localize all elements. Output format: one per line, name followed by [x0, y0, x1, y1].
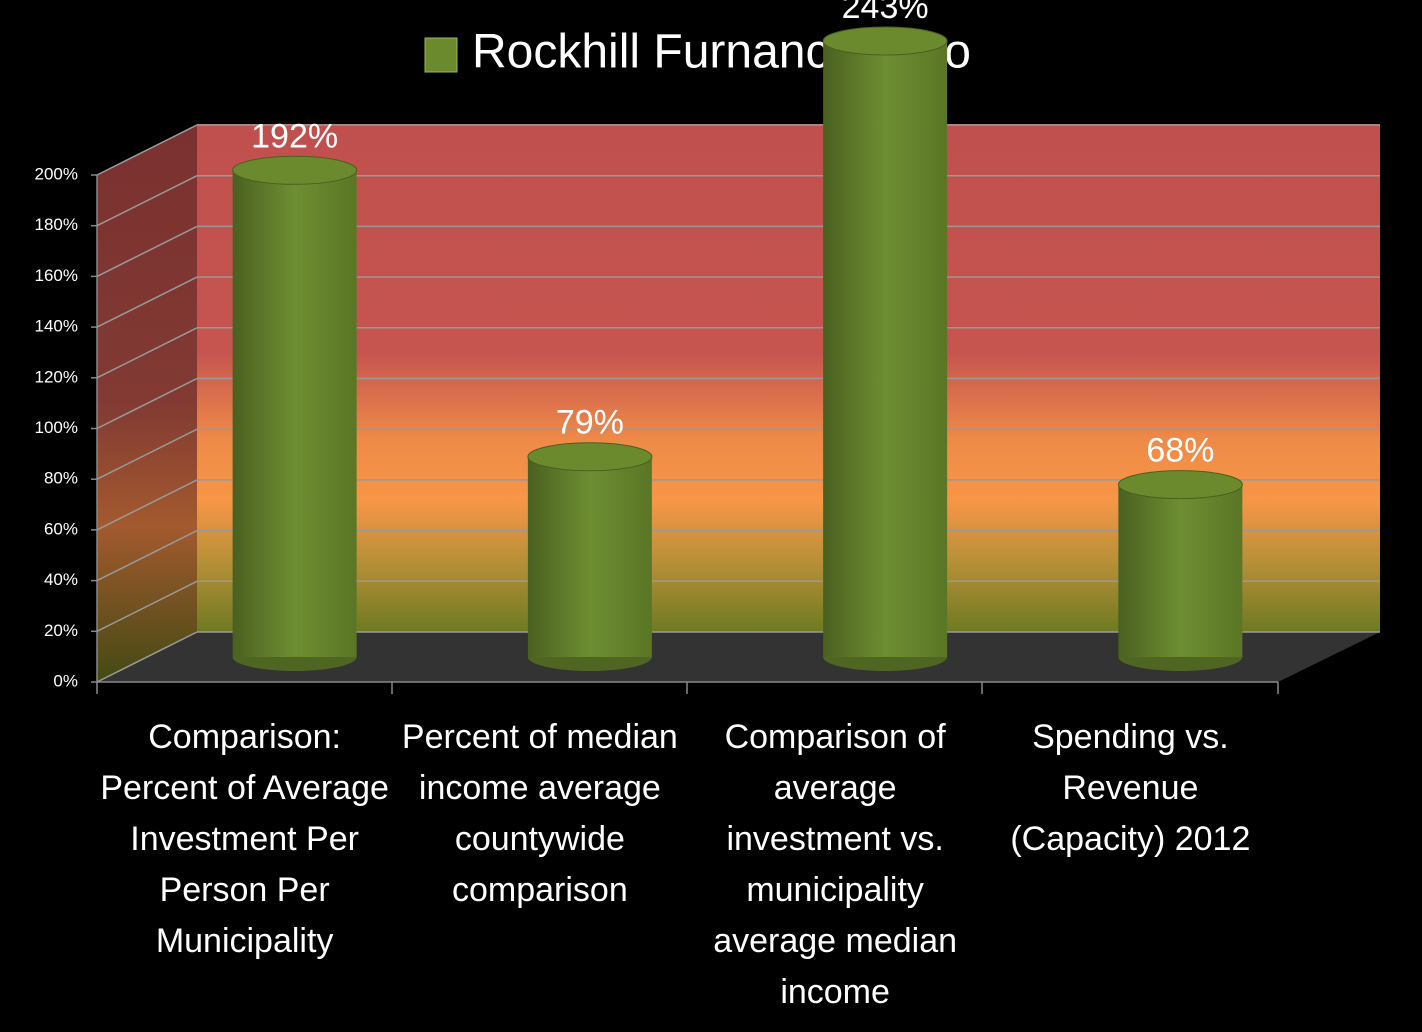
cylinder-top: [232, 155, 358, 185]
category-ticks: [96, 682, 1279, 694]
grid-line: [96, 377, 198, 430]
y-tick-label: 0%: [53, 671, 78, 690]
bar: [527, 456, 652, 657]
cylinder: [1117, 470, 1243, 671]
value-label: 68%: [1146, 432, 1214, 470]
y-tick-label: 60%: [44, 519, 78, 538]
grid-line: [96, 529, 198, 582]
cylinder: [527, 442, 653, 671]
bar: [1118, 484, 1243, 657]
y-tick-label: 100%: [35, 418, 78, 437]
x-tick-label: Comparison: Percent of Average Investmen…: [100, 718, 389, 960]
value-label: 192%: [251, 117, 338, 155]
y-tick-label: 140%: [35, 317, 78, 336]
x-tick-label: Spending vs. Revenue (Capacity) 2012: [1010, 718, 1251, 858]
y-tick-label: 200%: [35, 164, 78, 183]
grid-line: [96, 631, 198, 683]
grid-line: [96, 479, 198, 531]
grid-line: [96, 327, 198, 379]
bar: [232, 170, 357, 657]
value-label: 243%: [842, 0, 929, 26]
grid-line: [96, 428, 198, 480]
cylinder-top: [822, 26, 948, 56]
cylinder: [232, 155, 358, 671]
x-tick-label: Comparison of average investment vs. mun…: [713, 718, 958, 1011]
grid-line: [96, 225, 198, 278]
cylinder-top: [527, 442, 653, 472]
bar: [823, 40, 948, 658]
y-tick-label: 80%: [44, 469, 78, 488]
y-tick-label: 20%: [44, 621, 78, 640]
legend-swatch: [424, 37, 458, 73]
y-tick-label: 160%: [35, 266, 78, 285]
grid-line: [96, 124, 198, 176]
y-tick-label: 180%: [35, 215, 78, 234]
value-label: 79%: [556, 404, 624, 442]
cylinder: [822, 26, 948, 671]
y-tick-label: 40%: [44, 570, 78, 589]
grid-line: [96, 276, 198, 328]
grid-line: [96, 580, 198, 632]
x-tick-label: Percent of median income average countyw…: [401, 718, 678, 909]
grid-line: [96, 175, 198, 227]
cylinder-top: [1117, 470, 1243, 500]
floor: [97, 632, 1380, 682]
y-tick-label: 120%: [35, 367, 78, 386]
